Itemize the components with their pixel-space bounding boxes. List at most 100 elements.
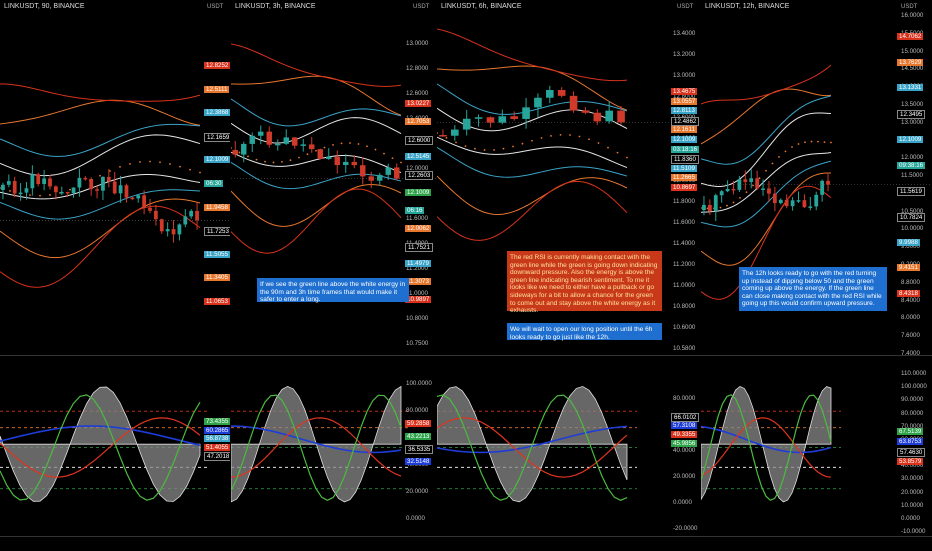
midline-dot (281, 161, 283, 163)
band-line (701, 185, 832, 300)
price-tag: 11.0653 (204, 298, 230, 305)
price-tag: 12.1611 (671, 126, 697, 134)
band-line (231, 75, 402, 116)
rsi-axis-tick: 20.0000 (406, 488, 429, 495)
candle-body (6, 181, 11, 185)
symbol-title: LINKUSDT, 6h, BINANCE (441, 3, 522, 10)
annotation-note-6h-wait: We will wait to open our long position u… (507, 323, 662, 341)
band-line (231, 161, 402, 190)
candle-body (195, 210, 199, 221)
price-tag: 12.3868 (204, 109, 230, 117)
price-tag: 12.1659 (204, 132, 230, 142)
symbol-title: LINKUSDT, 3h, BINANCE (235, 3, 316, 10)
rsi-value-tag: 53.8579 (897, 458, 924, 465)
price-tag: 9.9988 (897, 238, 920, 246)
midline-dot (0, 187, 1, 189)
band-line (0, 134, 201, 177)
price-tag: 12.5111 (204, 85, 230, 93)
candle-body (534, 97, 542, 108)
midline-dot (464, 145, 467, 147)
candle-body (177, 224, 182, 235)
band-line (437, 175, 628, 215)
midline-dot (9, 190, 11, 192)
price-axis-tick: 11.8000 (673, 198, 695, 205)
price-axis-tick: 10.5800 (673, 345, 696, 352)
midline-dot (445, 137, 448, 139)
candle-body (761, 188, 765, 190)
candle-body (30, 174, 35, 189)
candle-body (814, 194, 819, 207)
midline-dot (732, 201, 735, 204)
candle-body (737, 179, 742, 190)
energy-area (437, 386, 628, 503)
midline-dot (69, 188, 71, 191)
midline-dot (340, 142, 343, 145)
axis-unit-label: USDT (207, 4, 224, 10)
band-line (231, 151, 402, 174)
rsi-blue-line (231, 425, 402, 454)
candle-body (755, 178, 760, 189)
price-axis-tick: 10.5000 (901, 207, 924, 215)
midline-dot (474, 147, 476, 150)
candle-body (334, 156, 340, 166)
rsi-axis-tick: 100.0000 (406, 380, 432, 387)
price-axis-tick: 13.5000 (901, 100, 924, 108)
chart-panel-6h[interactable]: LINKUSDT, 6h, BINANCE USDT 13.4000 13.200… (437, 0, 700, 550)
candle-body (95, 189, 99, 191)
candle-body (569, 95, 578, 111)
pane-divider[interactable] (0, 355, 932, 356)
price-tag: 11.5109 (671, 164, 697, 172)
band-line (0, 99, 201, 126)
midline-dot (159, 161, 161, 164)
midline-dot (588, 138, 590, 141)
candle-body (581, 110, 590, 113)
chart-panel-3h[interactable]: LINKUSDT, 3h, BINANCE USDT 13.0000 12.800… (231, 0, 436, 550)
band-line (701, 95, 832, 165)
candle-body (266, 131, 272, 145)
midline-dot (810, 140, 813, 143)
annotation-note-12h: The 12h looks ready to go with the red t… (739, 267, 887, 311)
midline-dot (817, 140, 819, 143)
rsi-red-line (231, 417, 402, 478)
candle-body (360, 165, 366, 177)
midline-dot (179, 165, 181, 168)
candle-body (1, 184, 5, 190)
candle-body (617, 110, 625, 123)
axis-unit-label: USDT (901, 4, 918, 10)
midline-dot (298, 156, 300, 159)
chart-panel-90m[interactable]: LINKUSDT, 90, BINANCE USDT 12.8252 12.511… (0, 0, 230, 550)
price-axis-tick: 8.8000 (901, 278, 920, 286)
candle-body (118, 185, 123, 194)
band-line (0, 198, 201, 259)
candle-body (124, 185, 129, 198)
rsi-axis-tick: 20.0000 (673, 473, 696, 480)
midline-dot (437, 132, 438, 134)
rsi-value-tag: 67.5139 (897, 428, 924, 435)
rsi-axis-tick: 0.0000 (406, 515, 425, 522)
rsi-value-tag: 63.8753 (897, 438, 924, 445)
midline-dot (357, 143, 360, 145)
midline-dot (804, 141, 806, 144)
symbol-title: LINKUSDT, 12h, BINANCE (705, 3, 790, 10)
rsi-axis-tick: 30.0000 (901, 475, 924, 483)
price-tag: 11.5619 (897, 187, 925, 197)
candle-body (749, 178, 754, 182)
chart-panel-12h[interactable]: LINKUSDT, 12h, BINANCE USDT 16.000015.50… (701, 0, 932, 550)
midline-dot (264, 160, 266, 163)
candle-body (522, 107, 530, 119)
rsi-value-tag: 59.2858 (405, 420, 432, 427)
candle-body (796, 200, 801, 202)
price-axis-tick: 13.2000 (673, 51, 696, 58)
price-axis-tick: 11.0000 (673, 282, 695, 289)
midline-dot (238, 151, 241, 154)
price-tag: 11.9458 (204, 203, 230, 211)
candle-body (510, 116, 518, 119)
band-line (701, 112, 832, 187)
price-tag: 12.4862 (671, 116, 700, 126)
midline-dot (607, 146, 609, 149)
band-line (701, 172, 832, 266)
rsi-value-tag: 57.4630 (897, 448, 926, 457)
midline-dot (752, 184, 754, 187)
rsi-axis-tick: 80.0000 (673, 395, 696, 402)
price-axis-tick: 10.6000 (673, 324, 696, 331)
